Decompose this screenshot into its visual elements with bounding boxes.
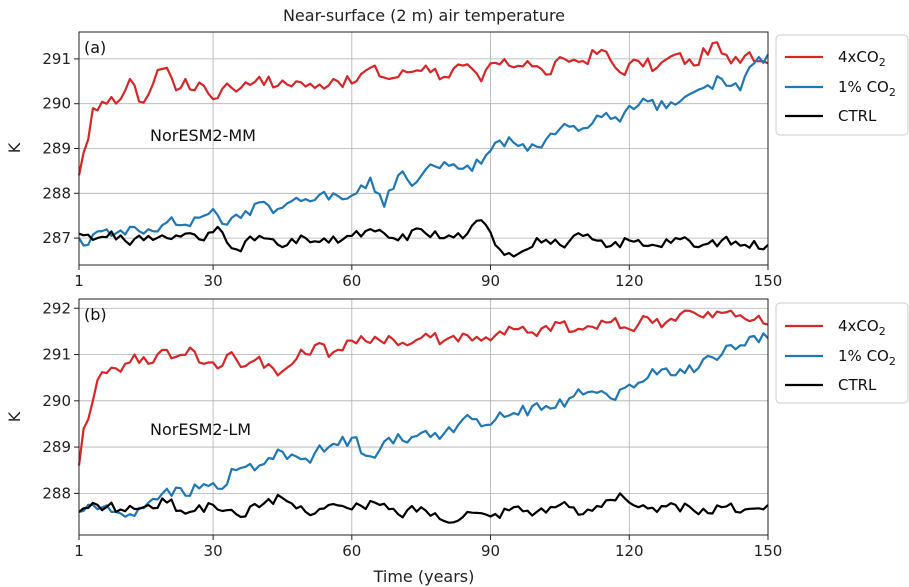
legend-a-box <box>775 34 909 136</box>
panel-a-xtick-label-1: 1 <box>74 272 84 290</box>
panel-a-ytick-label-287: 287 <box>42 229 71 247</box>
panel-a-grid <box>79 32 768 265</box>
figure-title: Near-surface (2 m) air temperature <box>283 6 565 25</box>
x-axis-label: Time (years) <box>373 567 475 586</box>
panel-a-xtick-label-90: 90 <box>481 272 500 290</box>
panel-a-ytick-label-289: 289 <box>42 140 71 158</box>
panel-a-tag: (a) <box>84 38 106 57</box>
panel-a-xtick-label-120: 120 <box>615 272 644 290</box>
legend-a: 4xCO2 1% CO2 CTRL <box>775 34 909 136</box>
panel-b: (b) NorESM2-LM K Time (years) 1 30 60 90 120… <box>5 298 782 586</box>
panel-b-ytick-label-290: 290 <box>42 392 71 410</box>
panel-b-ytick-label-288: 288 <box>42 484 71 502</box>
panel-a-xtick-label-150: 150 <box>754 272 783 290</box>
panel-b-model-label: NorESM2-LM <box>150 420 251 439</box>
panel-a-model-label: NorESM2-MM <box>150 126 256 145</box>
panel-a-xtick-label-30: 30 <box>204 272 223 290</box>
panel-b-y-ticks: 288 289 290 291 292 <box>42 299 79 502</box>
legend-b: 4xCO2 1% CO2 CTRL <box>775 302 909 404</box>
legend-b-label-4x: 4xCO2 <box>838 317 886 338</box>
panel-a-ytick-label-290: 290 <box>42 95 71 113</box>
panel-a-y-ticks: 287 288 289 290 291 <box>42 50 79 247</box>
panel-b-xtick-label-30: 30 <box>204 542 223 560</box>
panel-b-xtick-label-120: 120 <box>615 542 644 560</box>
panel-b-xtick-label-1: 1 <box>74 542 84 560</box>
legend-b-box <box>775 302 909 404</box>
panel-b-ytick-label-291: 291 <box>42 346 71 364</box>
panel-b-frame <box>78 298 769 536</box>
legend-a-label-ctrl: CTRL <box>838 107 877 125</box>
panel-a-x-ticks: 1 30 60 90 120 150 <box>74 265 782 290</box>
panel-b-x-ticks: 1 30 60 90 120 150 <box>74 535 782 560</box>
panel-a-ytick-label-291: 291 <box>42 50 71 68</box>
panel-a-series-1-co2 <box>78 53 769 247</box>
panel-b-series-4xco2 <box>77 309 769 466</box>
panel-a-xtick-label-60: 60 <box>342 272 361 290</box>
legend-b-label-1pct: 1% CO2 <box>838 347 896 368</box>
panel-b-series-ctrl <box>78 492 769 524</box>
legend-a-label-1pct: 1% CO2 <box>838 78 896 99</box>
panel-b-y-axis-label: K <box>5 411 24 422</box>
panel-b-tag: (b) <box>84 305 107 324</box>
panel-a-series-ctrl <box>78 219 769 258</box>
panel-b-ytick-label-292: 292 <box>42 299 71 317</box>
panel-b-ytick-label-289: 289 <box>42 438 71 456</box>
panel-b-grid <box>79 299 768 535</box>
legend-a-label-4x: 4xCO2 <box>838 48 886 69</box>
panel-b-series <box>77 309 769 524</box>
panel-a-y-axis-label: K <box>5 142 24 153</box>
panel-a-series <box>77 41 769 258</box>
legend-b-label-ctrl: CTRL <box>838 376 877 394</box>
panel-a-series-4xco2 <box>77 41 769 176</box>
panel-a: (a) NorESM2-MM K 1 30 60 90 120 150 287 288 289… <box>5 31 782 290</box>
panel-b-xtick-label-150: 150 <box>754 542 783 560</box>
panel-a-ytick-label-288: 288 <box>42 184 71 202</box>
panel-b-xtick-label-90: 90 <box>481 542 500 560</box>
panel-b-series-1-co2 <box>78 332 769 518</box>
panel-b-xtick-label-60: 60 <box>342 542 361 560</box>
